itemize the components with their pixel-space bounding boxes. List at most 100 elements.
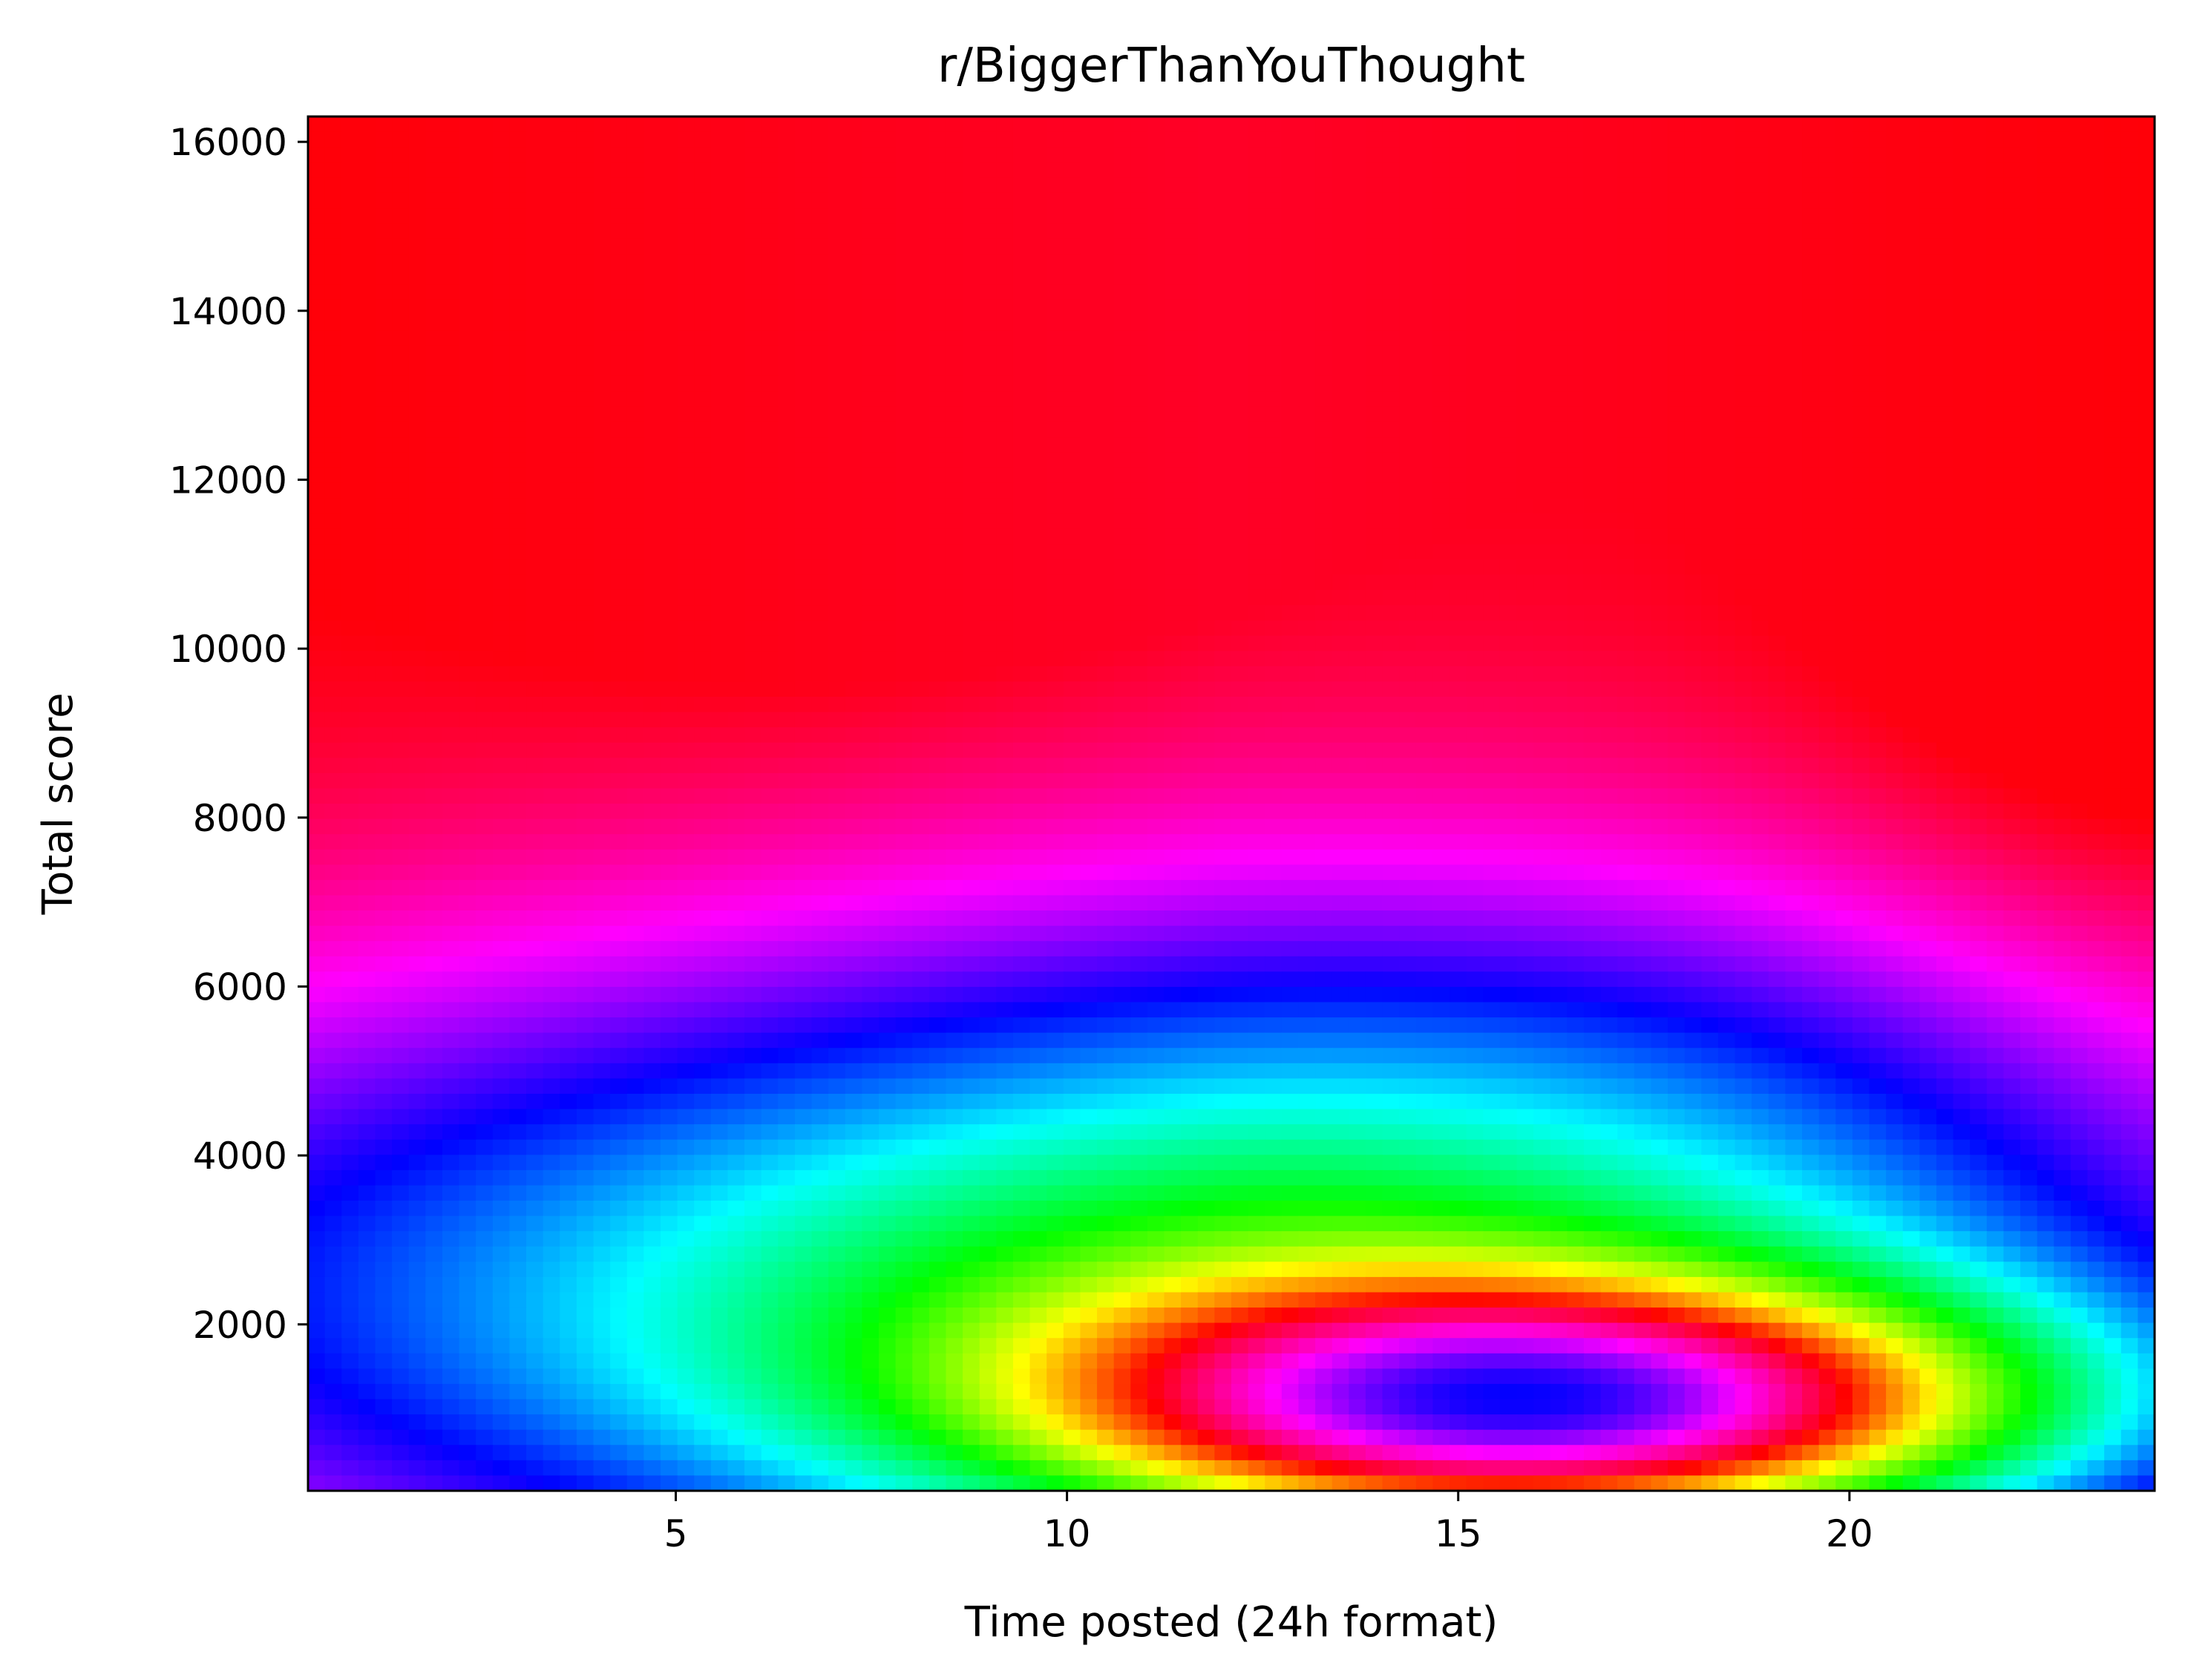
heatmap-cell (845, 391, 863, 407)
heatmap-cell (744, 452, 762, 469)
heatmap-cell (1012, 375, 1031, 393)
heatmap-cell (392, 375, 410, 393)
heatmap-cell (744, 269, 762, 286)
heatmap-cell (928, 299, 947, 316)
heatmap-cell (2020, 131, 2038, 148)
heatmap-cell (459, 345, 476, 362)
heatmap-cell (1634, 254, 1652, 270)
heatmap-cell (710, 117, 729, 133)
heatmap-cell (1533, 513, 1551, 530)
heatmap-cell (2104, 437, 2122, 453)
heatmap-cell (459, 147, 476, 163)
heatmap-cell (828, 147, 846, 163)
heatmap-cell (1919, 528, 1937, 545)
heatmap-cell (543, 742, 561, 759)
heatmap-cell (560, 651, 577, 667)
heatmap-cell (1450, 467, 1467, 484)
heatmap-cell (1583, 269, 1602, 286)
heatmap-cell (1902, 772, 1921, 790)
heatmap-cell (1936, 498, 1954, 514)
heatmap-cell (677, 284, 695, 301)
heatmap-cell (2054, 269, 2071, 286)
heatmap-cell (1752, 528, 1769, 545)
heatmap-cell (341, 651, 359, 667)
heatmap-cell (543, 315, 561, 331)
heatmap-cell (626, 498, 645, 514)
heatmap-cell (308, 269, 326, 286)
heatmap-cell (879, 589, 897, 606)
heatmap-cell (1399, 712, 1417, 728)
heatmap-cell (375, 421, 393, 438)
heatmap-cell (660, 574, 678, 591)
heatmap-cell (1450, 330, 1467, 347)
heatmap-cell (1046, 666, 1064, 683)
heatmap-cell (1583, 147, 1602, 163)
heatmap-cell (1550, 192, 1568, 209)
heatmap-cell (358, 391, 376, 407)
heatmap-cell (1298, 498, 1316, 514)
heatmap-cell (1869, 712, 1887, 728)
heatmap-cell (1717, 544, 1736, 560)
heatmap-cell (560, 696, 577, 713)
heatmap-cell (1281, 269, 1300, 286)
heatmap-cell (1499, 574, 1518, 591)
heatmap-cell (593, 117, 611, 133)
heatmap-cell (425, 696, 443, 713)
heatmap-cell (1651, 147, 1668, 163)
heatmap-cell (1231, 635, 1249, 652)
heatmap-cell (1852, 299, 1870, 316)
heatmap-cell (1986, 788, 2005, 804)
heatmap-cell (1382, 788, 1400, 804)
heatmap-cell (543, 406, 561, 423)
heatmap-cell (1567, 712, 1585, 728)
heatmap-cell (1886, 666, 1904, 683)
heatmap-cell (1349, 375, 1366, 393)
heatmap-cell (543, 620, 561, 637)
heatmap-cell (1785, 421, 1803, 438)
heatmap-cell (341, 727, 359, 744)
heatmap-cell (1701, 330, 1719, 347)
heatmap-cell (1063, 513, 1081, 530)
heatmap-cell (710, 223, 729, 240)
heatmap-cell (2120, 742, 2139, 759)
heatmap-cell (744, 375, 762, 393)
heatmap-cell (1583, 223, 1602, 240)
heatmap-cell (526, 437, 544, 453)
heatmap-cell (1818, 452, 1837, 469)
heatmap-cell (1634, 391, 1652, 407)
heatmap-cell (928, 589, 947, 606)
heatmap-cell (660, 804, 678, 820)
heatmap-cell (1063, 330, 1081, 347)
heatmap-cell (1634, 712, 1652, 728)
heatmap-cell (2138, 528, 2155, 545)
heatmap-cell (1785, 117, 1803, 133)
heatmap-cell (1717, 559, 1736, 576)
heatmap-cell (1785, 299, 1803, 316)
heatmap-cell (1735, 452, 1752, 469)
heatmap-cell (1701, 544, 1719, 560)
heatmap-cell (1651, 589, 1668, 606)
heatmap-cell (1466, 620, 1484, 637)
heatmap-cell (1818, 712, 1837, 728)
heatmap-cell (1097, 742, 1115, 759)
heatmap-cell (1886, 131, 1904, 148)
heatmap-cell (1886, 162, 1904, 179)
heatmap-cell (1080, 192, 1098, 209)
heatmap-cell (1365, 238, 1383, 255)
heatmap-cell (1970, 758, 1988, 774)
heatmap-cell (1583, 192, 1602, 209)
heatmap-cell (1953, 498, 1971, 514)
heatmap-cell (895, 696, 914, 713)
heatmap-cell (862, 651, 880, 667)
heatmap-cell (1752, 574, 1769, 591)
heatmap-cell (1970, 330, 1988, 347)
heatmap-cell (442, 758, 460, 774)
heatmap-cell (879, 513, 897, 530)
heatmap-cell (946, 238, 963, 255)
heatmap-cell (1029, 131, 1047, 148)
heatmap-cell (1164, 482, 1182, 499)
heatmap-cell (1450, 635, 1467, 652)
heatmap-cell (660, 452, 678, 469)
heatmap-cell (1802, 269, 1820, 286)
heatmap-cell (2054, 162, 2071, 179)
